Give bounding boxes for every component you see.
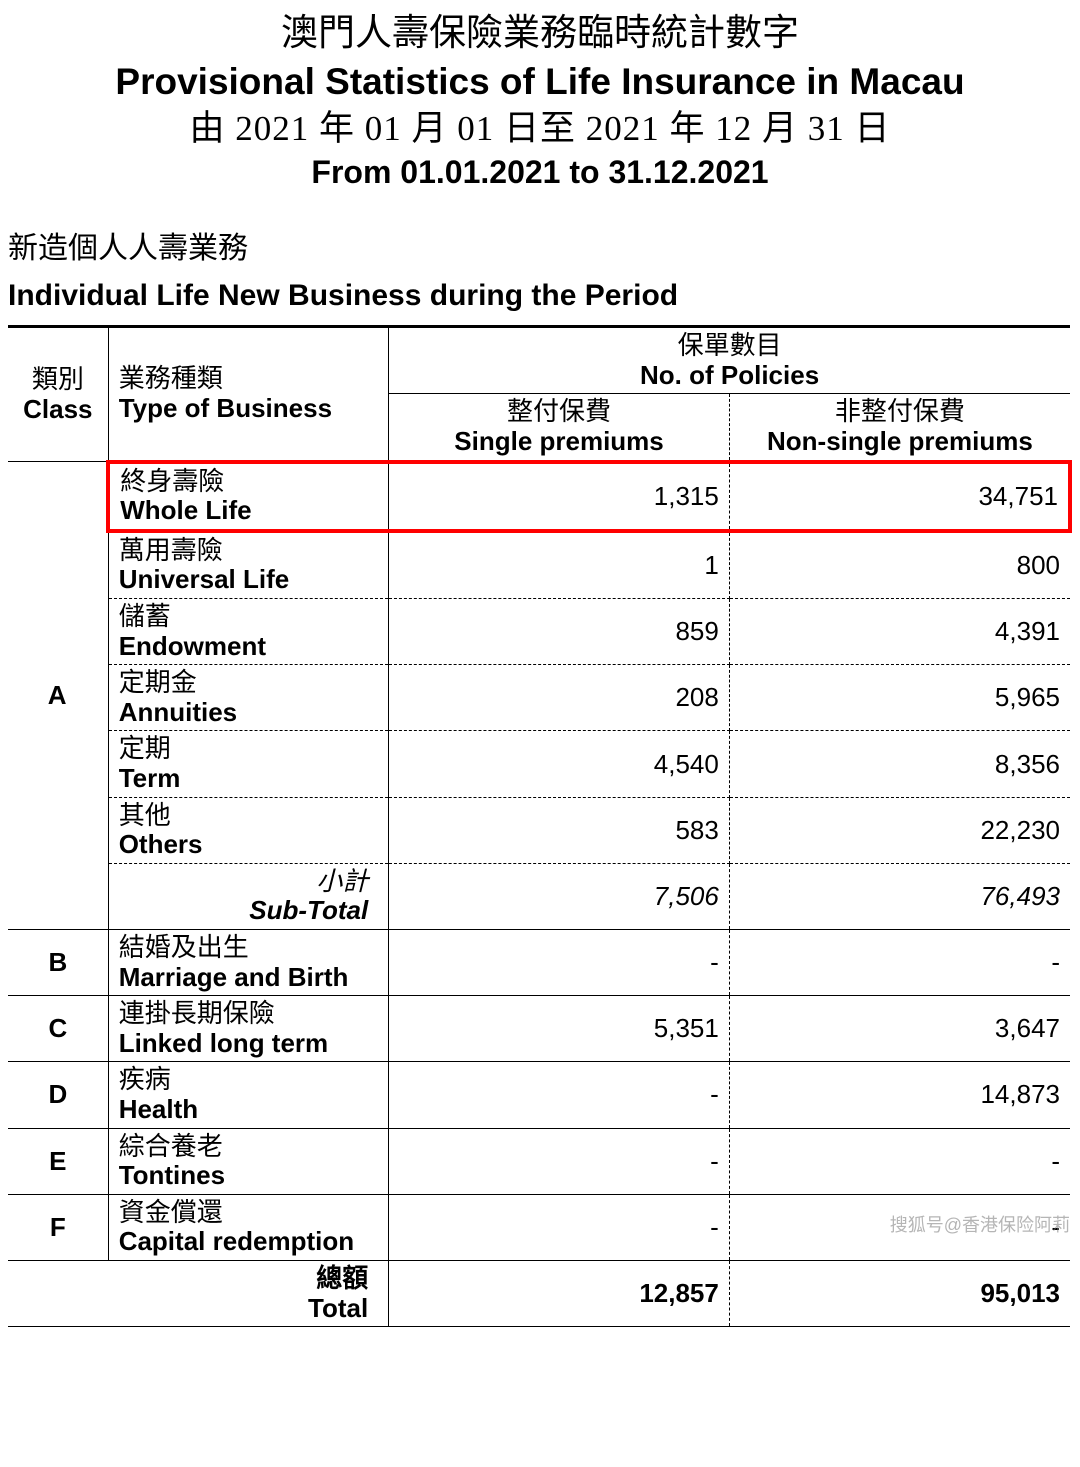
subtotal-label: 小計Sub-Total [108, 863, 389, 929]
date-range-zh: 由 2021 年 01 月 01 日至 2021 年 12 月 31 日 [8, 106, 1072, 152]
non-single-premium-value: - [729, 1194, 1070, 1260]
header-non-single-premiums: 非整付保費 Non-single premiums [729, 394, 1070, 462]
single-premium-value: 5,351 [389, 996, 730, 1062]
type-cell: 疾病Health [108, 1062, 389, 1128]
non-single-premium-value: 22,230 [729, 797, 1070, 863]
non-single-premium-value: 800 [729, 531, 1070, 599]
title-zh: 澳門人壽保險業務臨時統計數字 [8, 10, 1072, 58]
non-single-premium-value: 3,647 [729, 996, 1070, 1062]
single-premium-value: 12,857 [389, 1260, 730, 1326]
single-premium-value: 4,540 [389, 731, 730, 797]
non-single-premium-value: - [729, 929, 1070, 995]
total-label: 總額Total [8, 1260, 389, 1326]
table-row: C連掛長期保險Linked long term5,3513,647 [8, 996, 1070, 1062]
table-row: 萬用壽險Universal Life1800 [8, 531, 1070, 599]
type-cell: 萬用壽險Universal Life [108, 531, 389, 599]
header-policies: 保單數目 No. of Policies [389, 327, 1070, 394]
non-single-premium-value: - [729, 1128, 1070, 1194]
single-premium-value: 583 [389, 797, 730, 863]
non-single-premium-value: 8,356 [729, 731, 1070, 797]
single-premium-value: 1,315 [389, 462, 730, 531]
statistics-table: 類別 Class 業務種類 Type of Business 保單數目 No. … [8, 325, 1072, 1327]
class-label: F [8, 1194, 108, 1260]
table-row: 定期Term4,5408,356 [8, 731, 1070, 797]
title-en: Provisional Statistics of Life Insurance… [8, 58, 1072, 106]
single-premium-value: - [389, 929, 730, 995]
table-row: D疾病Health-14,873 [8, 1062, 1070, 1128]
subtotal-row: 小計Sub-Total7,50676,493 [8, 863, 1070, 929]
date-range-en: From 01.01.2021 to 31.12.2021 [8, 152, 1072, 194]
header-single-premiums: 整付保費 Single premiums [389, 394, 730, 462]
single-premium-value: 208 [389, 665, 730, 731]
class-label: C [8, 996, 108, 1062]
table-row: 定期金Annuities2085,965 [8, 665, 1070, 731]
type-cell: 結婚及出生Marriage and Birth [108, 929, 389, 995]
type-cell: 連掛長期保險Linked long term [108, 996, 389, 1062]
type-cell: 儲蓄Endowment [108, 599, 389, 665]
type-cell: 終身壽險Whole Life [108, 462, 389, 531]
table-row: B結婚及出生Marriage and Birth-- [8, 929, 1070, 995]
type-cell: 其他Others [108, 797, 389, 863]
non-single-premium-value: 95,013 [729, 1260, 1070, 1326]
non-single-premium-value: 34,751 [729, 462, 1070, 531]
table-row: 其他Others58322,230 [8, 797, 1070, 863]
single-premium-value: 7,506 [389, 863, 730, 929]
non-single-premium-value: 14,873 [729, 1062, 1070, 1128]
header-class: 類別 Class [8, 327, 108, 462]
table-row: A終身壽險Whole Life1,31534,751 [8, 462, 1070, 531]
type-cell: 綜合養老Tontines [108, 1128, 389, 1194]
type-cell: 資金償還Capital redemption [108, 1194, 389, 1260]
non-single-premium-value: 5,965 [729, 665, 1070, 731]
class-label: B [8, 929, 108, 995]
single-premium-value: 1 [389, 531, 730, 599]
single-premium-value: - [389, 1194, 730, 1260]
type-cell: 定期Term [108, 731, 389, 797]
single-premium-value: - [389, 1062, 730, 1128]
single-premium-value: 859 [389, 599, 730, 665]
non-single-premium-value: 76,493 [729, 863, 1070, 929]
class-label: A [8, 462, 108, 930]
section-heading-en: Individual Life New Business during the … [8, 279, 1072, 313]
section-heading-zh: 新造個人人壽業務 [8, 223, 1072, 267]
total-row: 總額Total12,85795,013 [8, 1260, 1070, 1326]
non-single-premium-value: 4,391 [729, 599, 1070, 665]
table-row: F資金償還Capital redemption-- [8, 1194, 1070, 1260]
class-label: D [8, 1062, 108, 1128]
title-block: 澳門人壽保險業務臨時統計數字 Provisional Statistics of… [8, 10, 1072, 193]
header-type: 業務種類 Type of Business [108, 327, 389, 462]
table-row: E綜合養老Tontines-- [8, 1128, 1070, 1194]
single-premium-value: - [389, 1128, 730, 1194]
class-label: E [8, 1128, 108, 1194]
type-cell: 定期金Annuities [108, 665, 389, 731]
table-row: 儲蓄Endowment8594,391 [8, 599, 1070, 665]
